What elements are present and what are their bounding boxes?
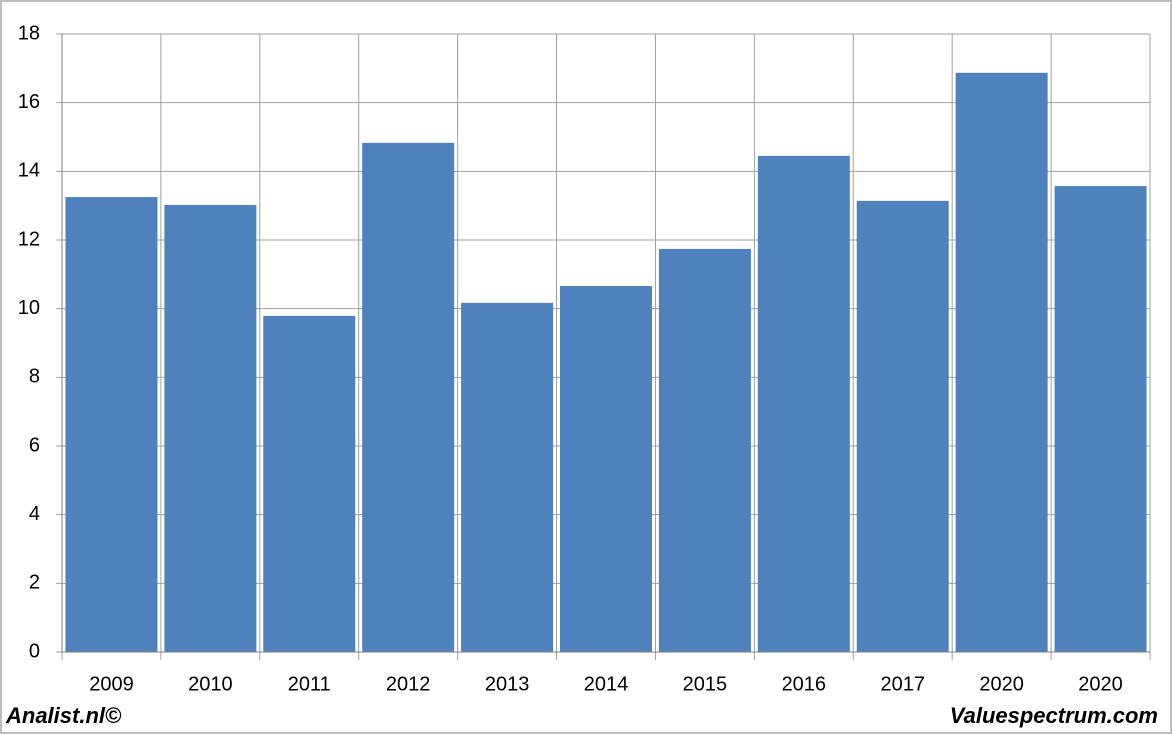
y-tick-label: 16: [18, 91, 40, 113]
y-tick-label: 2: [29, 572, 40, 594]
y-tick-label: 6: [29, 434, 40, 456]
y-tick-label: 14: [18, 160, 40, 182]
footer-left: Analist.nl©: [5, 703, 122, 728]
y-tick-label: 18: [18, 22, 40, 44]
x-tick-label: 2020: [979, 673, 1024, 695]
x-tick-label: 2012: [386, 673, 431, 695]
bar: [362, 142, 455, 652]
x-tick-label: 2013: [485, 673, 530, 695]
x-tick-label: 2009: [89, 673, 134, 695]
x-tick-label: 2015: [683, 673, 728, 695]
x-tick-label: 2017: [880, 673, 925, 695]
x-tick-label: 2014: [584, 673, 629, 695]
footer-right: Valuespectrum.com: [950, 703, 1158, 728]
x-tick-label: 2011: [288, 673, 331, 695]
y-tick-label: 4: [29, 503, 40, 525]
y-tick-label: 12: [18, 228, 40, 250]
bar: [856, 200, 949, 653]
x-tick-label: 2016: [782, 673, 827, 695]
bar: [560, 286, 652, 652]
y-tick-label: 0: [29, 640, 40, 662]
y-tick-label: 10: [18, 297, 40, 319]
bar: [461, 302, 554, 652]
x-tick-label: 2010: [188, 673, 233, 695]
bar: [757, 155, 850, 652]
bar: [164, 204, 257, 653]
bar: [65, 197, 158, 653]
bar: [955, 72, 1048, 652]
y-tick-label: 8: [29, 366, 40, 388]
x-tick-label: 2020: [1078, 673, 1123, 695]
bar: [263, 315, 356, 652]
bar: [658, 248, 751, 652]
bar: [1054, 186, 1147, 652]
